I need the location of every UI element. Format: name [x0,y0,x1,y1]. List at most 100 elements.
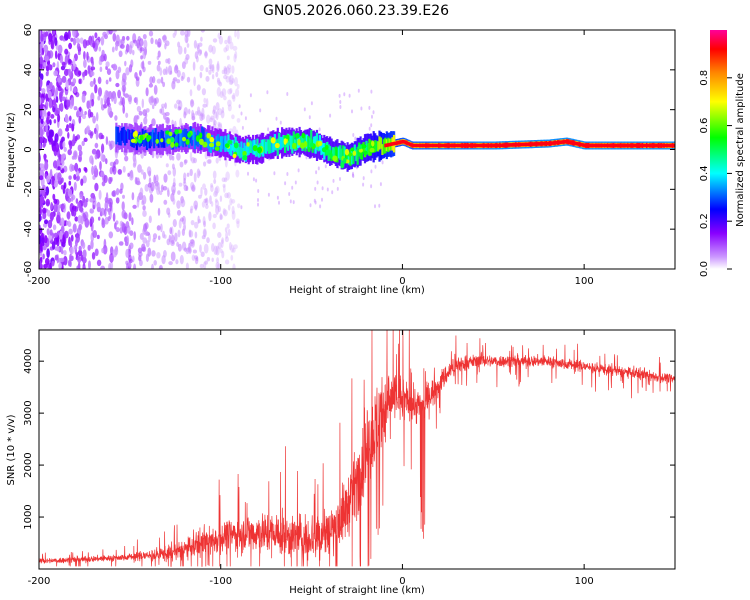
band-peak [515,142,518,147]
noise-blob [60,203,65,210]
noise-blob [201,201,206,208]
noise-blob [165,66,168,76]
noise-blob [107,197,112,203]
noise-blob [209,195,212,205]
noise-blob [309,203,312,208]
noise-blob [76,265,80,269]
band-peak [385,143,388,147]
band-core [352,147,355,164]
noise-blob [141,98,145,109]
noise-blob [214,198,218,203]
x-tick-label: -200 [28,276,51,287]
noise-blob [39,136,44,144]
noise-blob [108,30,114,35]
noise-blob [113,95,117,105]
noise-blob [54,254,59,261]
noise-blob [43,61,47,69]
band-peak [446,143,449,148]
noise-blob [40,103,44,111]
band-core [169,129,172,145]
band-core [240,141,243,158]
band-peak [589,143,592,148]
noise-blob [114,115,118,121]
noise-blob [196,43,200,50]
noise-blob [74,238,78,247]
colorbar-tick-label: 0.0 [699,261,710,277]
band-peak [528,142,531,146]
noise-blob [223,65,227,72]
noise-blob [159,67,163,76]
noise-blob [183,107,189,116]
noise-blob [368,105,371,110]
noise-blob [68,228,73,235]
noise-blob [352,171,354,176]
noise-blob [181,61,186,69]
noise-blob [219,213,223,221]
colorbar-tick-label: 0.4 [699,165,710,181]
noise-blob [57,44,63,54]
noise-blob [196,55,199,63]
noise-blob [219,248,223,254]
noise-blob [53,203,58,213]
band-peak [471,143,474,148]
noise-blob [189,151,193,162]
noise-blob [71,155,75,160]
noise-blob [127,94,132,103]
noise-blob [157,38,162,48]
band-peak [423,143,426,148]
noise-blob [88,260,91,269]
band-core [151,129,154,143]
noise-blob [218,122,223,128]
noise-blob [145,108,150,113]
noise-blob [157,60,161,65]
noise-blob [196,168,201,179]
band-peak [490,143,493,148]
noise-blob [186,43,190,48]
noise-blob [72,37,77,46]
band-peak [647,143,650,148]
band-core [349,149,352,166]
noise-blob [54,50,58,60]
band-peak [641,143,644,148]
noise-blob [213,120,217,126]
band-peak [532,142,535,146]
noise-blob [236,220,240,229]
noise-blob [184,159,188,164]
band-core [205,131,208,147]
band-core [183,128,186,144]
noise-blob [72,57,76,67]
noise-blob [177,45,183,55]
noise-blob [171,184,176,194]
noise-blob [95,111,99,122]
noise-blob [348,93,351,98]
band-blob [297,138,301,146]
band-blob [283,138,287,145]
band-core [186,131,189,144]
noise-blob [53,236,59,245]
noise-blob [49,229,53,236]
noise-blob [204,188,208,196]
snr-y-axis: 1000 2000 3000 4000 [23,348,675,530]
noise-blob [124,60,127,67]
noise-blob [152,237,156,243]
noise-blob [82,212,86,219]
band-blob [340,161,345,169]
noise-blob [47,219,53,229]
noise-blob [94,142,99,149]
noise-blob [218,35,224,45]
noise-blob [176,79,181,84]
noise-blob [190,181,195,190]
band-blob [352,150,357,156]
noise-blob [115,70,120,80]
noise-blob [233,77,239,87]
band-peak [634,143,637,148]
noise-blob [135,76,140,81]
noise-blob [275,116,278,121]
noise-blob [236,30,240,40]
noise-blob [139,232,144,240]
noise-blob [148,30,154,37]
noise-blob [200,30,205,33]
noise-blob [167,170,172,176]
band-core [237,143,240,157]
noise-blob [153,260,157,266]
